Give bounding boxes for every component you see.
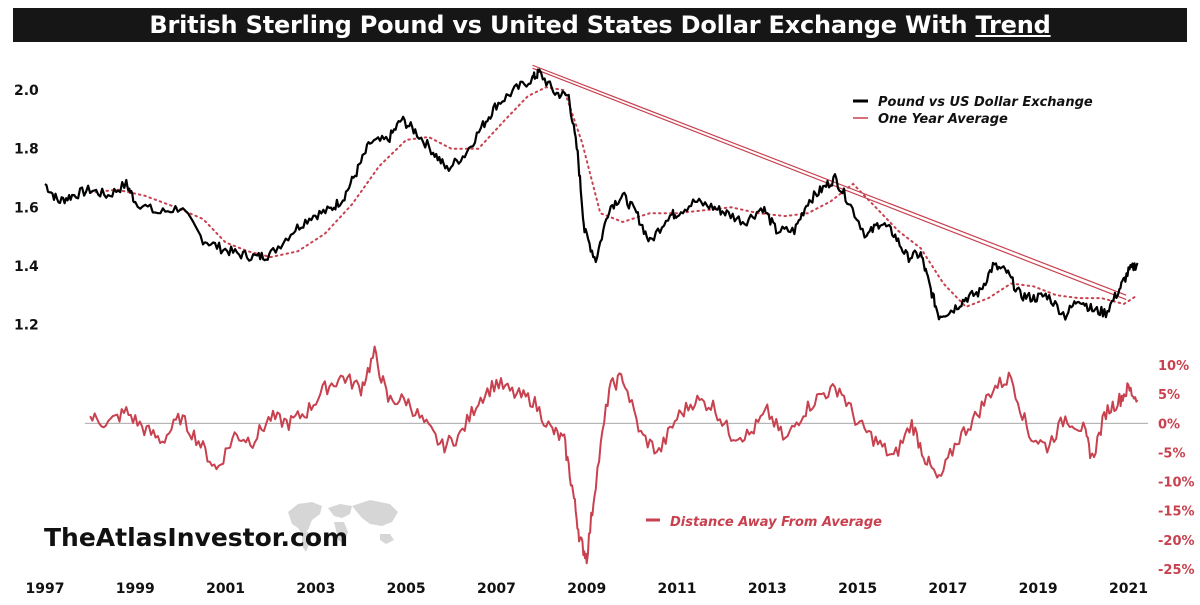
x-tick-label: 1997 <box>26 581 65 597</box>
y-tick-label-distance: -25% <box>1158 563 1195 578</box>
x-tick-label: 2005 <box>387 581 426 597</box>
y-tick-label-price: 2.0 <box>14 83 39 99</box>
x-tick-label: 2013 <box>748 581 787 597</box>
chart-title: British Sterling Pound vs United States … <box>149 11 968 39</box>
x-tick-label: 2021 <box>1109 581 1148 597</box>
brand-text: TheAtlasInvestor.com <box>44 523 348 552</box>
y-tick-label-price: 1.6 <box>14 200 39 216</box>
trend-line-1 <box>532 64 1127 296</box>
x-tick-label: 2007 <box>477 581 516 597</box>
chart-title-emphasis: Trend <box>975 11 1051 39</box>
distance-legend: Distance Away From Average <box>646 515 882 530</box>
series-one-year-average <box>89 86 1139 309</box>
x-tick-label: 2011 <box>658 581 697 597</box>
y-tick-label-distance: -10% <box>1158 476 1195 491</box>
y-tick-label-price: 1.8 <box>14 142 39 158</box>
y-tick-label-distance: 5% <box>1158 388 1180 403</box>
chart-title-bar: British Sterling Pound vs United States … <box>13 8 1187 42</box>
y-tick-label-distance: -15% <box>1158 505 1195 520</box>
x-tick-label: 2003 <box>296 581 335 597</box>
world-map-icon <box>288 500 398 552</box>
x-tick-label: 1999 <box>116 581 155 597</box>
series-distance-from-average <box>89 345 1139 565</box>
y-tick-label-price: 1.4 <box>14 259 39 275</box>
legend-label-average: One Year Average <box>878 112 1008 127</box>
brand-watermark: TheAtlasInvestor.com <box>44 500 398 552</box>
x-tick-label: 2015 <box>838 581 877 597</box>
x-tick-label: 2017 <box>928 581 967 597</box>
y-tick-label-distance: -20% <box>1158 534 1195 549</box>
legend-label-price: Pound vs US Dollar Exchange <box>878 95 1093 110</box>
axis-ticks: 1997 1999 2001 2003 2005 2007 2009 2011 2013 2015… <box>14 83 1195 597</box>
y-tick-label-distance: -5% <box>1158 446 1185 461</box>
x-tick-label: 2019 <box>1019 581 1058 597</box>
price-legend: Pound vs US Dollar Exchange One Year Ave… <box>853 95 1093 127</box>
y-tick-label-price: 1.2 <box>14 317 39 333</box>
x-tick-label: 2009 <box>567 581 606 597</box>
price-panel <box>44 64 1139 321</box>
distance-panel <box>89 345 1139 565</box>
legend-label-distance: Distance Away From Average <box>670 515 882 530</box>
x-tick-label: 2001 <box>206 581 245 597</box>
y-tick-label-distance: 0% <box>1158 417 1180 432</box>
trend-line-2 <box>532 67 1127 301</box>
y-tick-label-distance: 10% <box>1158 359 1189 374</box>
series-pound-vs-us-dollar <box>44 68 1139 321</box>
